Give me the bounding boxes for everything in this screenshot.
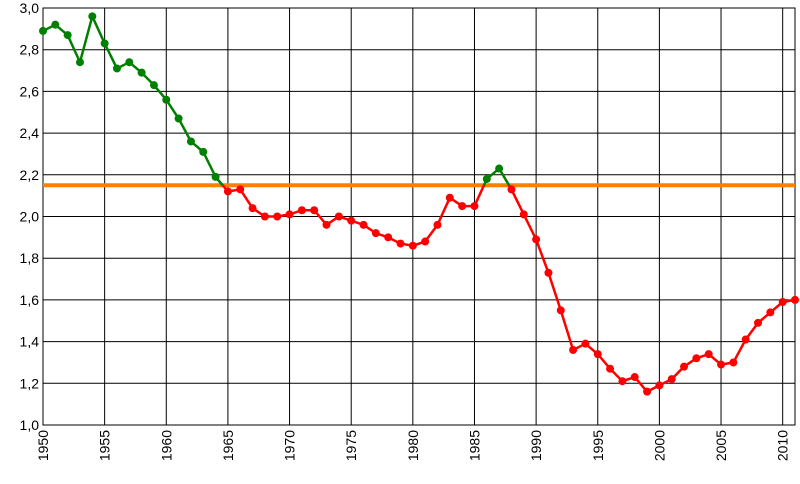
data-point <box>88 12 97 21</box>
data-point <box>544 268 553 277</box>
data-point <box>482 174 491 183</box>
data-point <box>211 172 220 181</box>
y-tick-label: 3,0 <box>20 0 40 16</box>
y-tick-label: 2,4 <box>20 125 40 141</box>
data-point <box>347 216 356 225</box>
y-tick-label: 1,2 <box>20 375 40 391</box>
y-tick-label: 2,2 <box>20 167 40 183</box>
data-point <box>741 335 750 344</box>
x-tick-label: 1985 <box>466 430 482 461</box>
data-point <box>581 339 590 348</box>
x-tick-label: 1960 <box>158 430 174 461</box>
data-point <box>556 306 565 315</box>
data-point <box>137 68 146 77</box>
data-point <box>630 373 639 382</box>
data-line <box>42 12 796 394</box>
data-point <box>421 237 430 246</box>
data-point <box>39 26 47 35</box>
data-point <box>458 202 467 211</box>
data-point <box>125 58 134 67</box>
data-point <box>285 210 294 219</box>
data-point <box>717 360 726 369</box>
data-point <box>655 381 664 390</box>
y-tick-label: 2,6 <box>20 83 40 99</box>
data-point <box>199 147 208 156</box>
y-tick-label: 1,6 <box>20 292 40 308</box>
data-point <box>445 193 454 202</box>
x-tick-label: 1995 <box>590 430 606 461</box>
data-point <box>186 137 195 146</box>
data-point <box>248 204 257 213</box>
data-point <box>593 350 602 359</box>
data-point <box>384 233 393 242</box>
y-tick-label: 2,8 <box>20 42 40 58</box>
data-point <box>766 308 775 317</box>
y-tick-label: 1,8 <box>20 250 40 266</box>
data-point <box>75 58 84 67</box>
data-point <box>51 20 60 29</box>
x-tick-label: 1970 <box>282 430 298 461</box>
y-tick-label: 1,4 <box>20 334 40 350</box>
data-point <box>112 64 121 73</box>
data-point <box>310 206 319 215</box>
data-point <box>791 295 799 304</box>
data-point <box>408 241 417 250</box>
data-point <box>729 358 738 367</box>
data-point <box>606 364 615 373</box>
data-point <box>569 345 578 354</box>
x-tick-label: 2010 <box>775 430 791 461</box>
data-point <box>643 387 652 396</box>
data-point <box>433 220 442 229</box>
data-point <box>371 229 380 238</box>
data-point <box>162 95 171 104</box>
data-point <box>149 81 158 90</box>
data-point <box>704 350 713 359</box>
data-point <box>100 39 109 48</box>
data-point <box>507 185 516 194</box>
data-point <box>519 210 528 219</box>
x-tick-label: 1990 <box>528 430 544 461</box>
data-point <box>754 318 763 327</box>
data-point <box>273 212 282 221</box>
x-tick-label: 2005 <box>713 430 729 461</box>
data-point <box>618 377 627 386</box>
data-point <box>396 239 405 248</box>
data-point <box>297 206 306 215</box>
data-point <box>63 31 72 40</box>
data-point <box>470 202 479 211</box>
data-point <box>260 212 269 221</box>
x-tick-label: 1980 <box>405 430 421 461</box>
data-point <box>174 114 183 123</box>
x-tick-label: 1950 <box>35 430 51 461</box>
x-tick-label: 1975 <box>343 430 359 461</box>
data-point <box>334 212 343 221</box>
x-tick-label: 1955 <box>97 430 113 461</box>
plot-border <box>42 7 796 426</box>
x-tick-label: 2000 <box>651 430 667 461</box>
data-point <box>532 235 541 244</box>
data-point <box>692 354 701 363</box>
x-tick-label: 1965 <box>220 430 236 461</box>
data-point <box>322 220 331 229</box>
data-point <box>495 164 504 173</box>
data-point <box>236 185 245 194</box>
y-tick-label: 2,0 <box>20 209 40 225</box>
data-point <box>667 375 676 384</box>
data-point <box>359 220 368 229</box>
data-point <box>680 362 689 371</box>
data-point <box>223 187 232 196</box>
data-point <box>778 297 787 306</box>
y-tick-label: 1,0 <box>20 417 40 433</box>
